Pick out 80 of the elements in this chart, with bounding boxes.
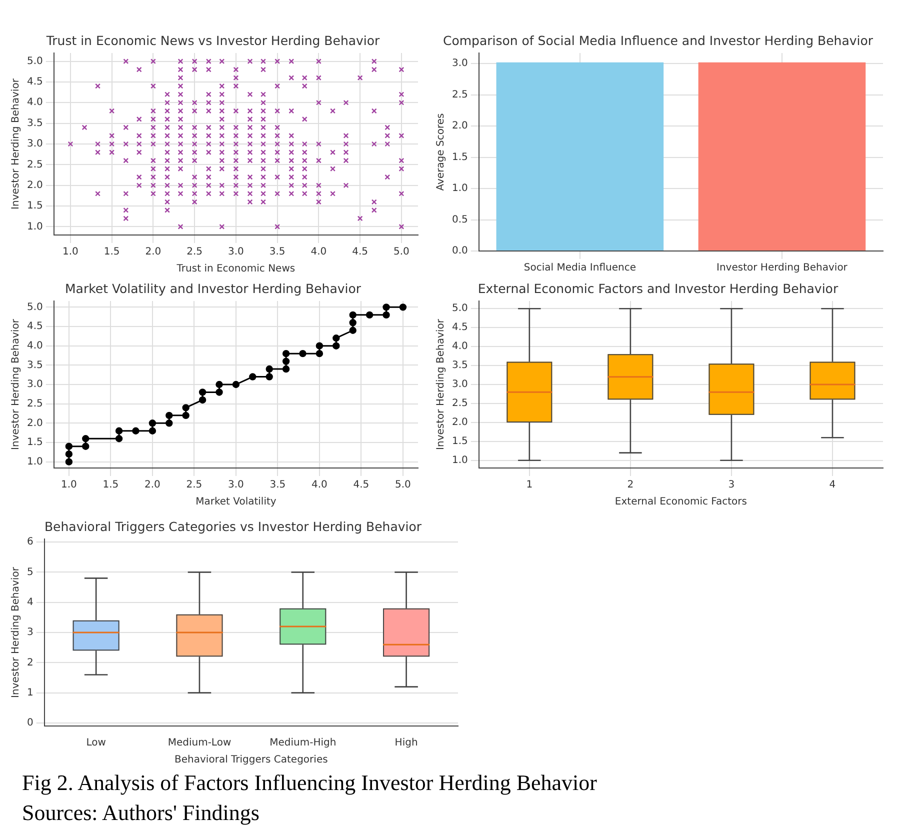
y-tick-label: 4.0 <box>452 341 468 352</box>
y-tick-label: 1 <box>26 687 34 698</box>
chart-title: Market Volatility and Investor Herding Behavior <box>64 280 362 296</box>
x-tick-label: Medium-Low <box>168 738 232 749</box>
y-tick-label: 2.0 <box>452 417 468 428</box>
y-tick-label: 1.5 <box>452 436 468 448</box>
x-tick-label: 3.5 <box>270 480 286 491</box>
y-tick-label: 1.5 <box>452 152 468 163</box>
y-tick-label: 4.5 <box>452 322 468 334</box>
x-tick-label: 2.5 <box>186 246 203 258</box>
x-tick-label: 1.0 <box>62 246 78 258</box>
x-tick-label: 5.0 <box>395 480 411 491</box>
x-axis-title: Trust in Economic News <box>176 264 296 275</box>
y-tick-label: 0.0 <box>452 246 468 257</box>
x-tick-label: 4.5 <box>352 246 368 258</box>
y-tick-label: 3.0 <box>452 58 468 70</box>
y-tick-label: 3.5 <box>26 360 43 371</box>
x-tick-label: 4.0 <box>310 246 327 258</box>
y-tick-label: 3 <box>26 627 34 638</box>
y-tick-label: 2.5 <box>452 89 468 100</box>
x-tick-label: 1.0 <box>60 480 77 491</box>
y-tick-label: 6 <box>26 536 34 548</box>
y-tick-label: 2.0 <box>26 418 43 429</box>
x-tick-label: 4.0 <box>312 480 328 491</box>
x-tick-label: 2.0 <box>145 246 162 258</box>
y-tick-label: 4.5 <box>26 76 43 88</box>
chart-title: Trust in Economic News vs Investor Herding Behavior <box>45 32 381 48</box>
x-tick-label: 4 <box>829 480 836 491</box>
chart-title: External Economic Factors and Investor Herding Behavior <box>478 280 839 296</box>
x-tick-label: High <box>394 738 418 749</box>
y-tick-label: 4 <box>26 596 34 608</box>
y-tick-label: 0 <box>26 718 34 729</box>
x-tick-label: 3 <box>728 480 735 491</box>
y-tick-label: 1.5 <box>26 200 43 212</box>
y-tick-label: 3.0 <box>452 379 468 390</box>
x-tick-label: Low <box>86 738 106 749</box>
y-tick-label: 3.0 <box>26 379 43 390</box>
y-tick-label: 4.0 <box>26 97 43 108</box>
caption: Fig 2. Analysis of Factors Influencing Investor Herding Behavior <box>22 769 597 797</box>
y-tick-label: 5.0 <box>26 302 43 313</box>
x-axis-title: Market Volatility <box>196 496 276 508</box>
y-tick-label: 4.0 <box>26 340 43 352</box>
x-tick-label: 3.5 <box>269 246 286 258</box>
y-tick-label: 1.5 <box>26 437 43 448</box>
y-tick-label: 3.5 <box>26 118 43 129</box>
x-tick-label: 3.0 <box>228 246 244 258</box>
x-axis-title: External Economic Factors <box>614 496 747 508</box>
y-tick-label: 1.0 <box>452 455 468 466</box>
x-tick-label: 2.0 <box>144 480 160 491</box>
x-tick-label: 2.5 <box>186 480 202 491</box>
y-tick-label: 5 <box>26 566 34 578</box>
y-tick-label: 2.5 <box>26 159 43 170</box>
x-tick-label: 4.5 <box>353 480 370 491</box>
y-tick-label: 2.5 <box>26 398 43 410</box>
y-tick-label: 5.0 <box>26 56 43 67</box>
y-tick-label: 1.0 <box>452 183 468 194</box>
y-tick-label: 0.5 <box>452 214 468 226</box>
y-tick-label: 1.0 <box>26 456 43 468</box>
x-tick-label: 1.5 <box>104 246 120 258</box>
x-tick-label: Social Media Influence <box>524 262 636 274</box>
y-tick-label: 1.0 <box>26 221 43 232</box>
source-note: Sources: Authors' Findings <box>22 799 260 827</box>
y-tick-label: 2.0 <box>26 180 43 191</box>
y-tick-label: 4.5 <box>26 321 43 332</box>
x-tick-label: 1 <box>526 480 533 491</box>
x-tick-label: 3.0 <box>228 480 244 491</box>
chart-title: Behavioral Triggers Categories vs Investor Herding Behavior <box>44 518 422 534</box>
y-tick-label: 2.0 <box>452 120 468 132</box>
x-tick-label: 5.0 <box>393 246 410 258</box>
y-tick-label: 3.0 <box>26 138 43 150</box>
y-axis-title: Average Scores <box>436 113 447 191</box>
y-tick-label: 5.0 <box>452 303 468 314</box>
x-tick-label: Medium-High <box>270 738 336 749</box>
y-tick-label: 2.5 <box>452 398 468 410</box>
x-axis-title: Behavioral Triggers Categories <box>174 754 328 766</box>
x-tick-label: 1.5 <box>102 480 119 491</box>
y-tick-label: 2 <box>26 657 34 668</box>
x-tick-label: 2 <box>627 480 634 491</box>
y-tick-label: 3.5 <box>452 360 468 372</box>
chart-title: Comparison of Social Media Influence and Investor Herding Behavior <box>442 32 874 48</box>
